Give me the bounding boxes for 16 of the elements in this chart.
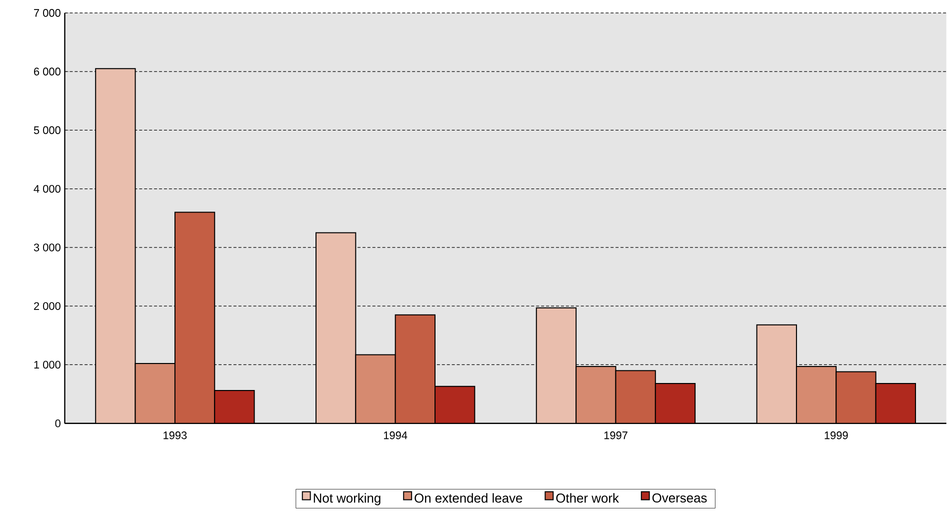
y-tick-label: 2 000 — [34, 302, 60, 310]
y-tick-label: 0 — [55, 419, 60, 428]
x-tick-label: 1999 — [824, 431, 848, 440]
y-tick-label: 6 000 — [34, 68, 60, 76]
y-tick-label: 4 000 — [34, 184, 60, 193]
legend-label: Overseas — [652, 493, 707, 503]
y-tick-label: 7 000 — [34, 9, 60, 17]
y-tick-label: 5 000 — [34, 126, 60, 134]
y-tick-label: 3 000 — [34, 244, 60, 252]
y-tick-label: 1 000 — [34, 360, 60, 369]
x-tick-label: 1997 — [604, 431, 628, 440]
legend-label: On extended leave — [414, 493, 522, 503]
legend-label: Other work — [556, 493, 619, 503]
legend-label: Not working — [314, 493, 380, 506]
x-tick-label: 1994 — [384, 431, 408, 440]
x-tick-label: 1993 — [164, 431, 187, 440]
